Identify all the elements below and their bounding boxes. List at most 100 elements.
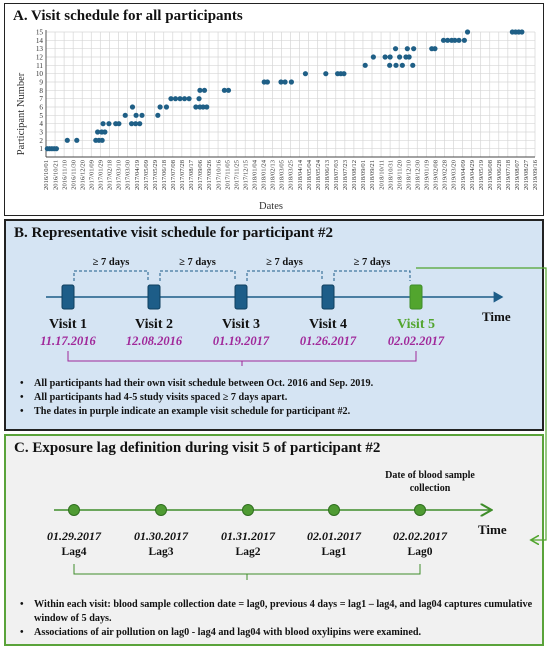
data-point (341, 71, 347, 77)
data-point (102, 129, 108, 135)
data-point (116, 121, 122, 127)
data-point (221, 87, 227, 93)
visit-marker (234, 284, 248, 310)
x-tick-label: 2017/12/15 (242, 159, 249, 190)
data-point (397, 54, 403, 60)
visit-date: 02.02.2017 (388, 334, 445, 348)
x-tick-label: 2017/05/09 (143, 159, 150, 190)
data-point (163, 104, 170, 110)
x-tick-label: 2019/08/07 (514, 159, 521, 190)
panel-c-title: C. Exposure lag definition during visit … (14, 440, 381, 456)
data-point (399, 62, 405, 68)
x-tick-label: 2018/07/03 (333, 159, 340, 190)
data-point (406, 54, 412, 60)
visit-label: Visit 1 (49, 317, 87, 332)
x-tick-label: 2017/11/25 (233, 159, 240, 189)
x-tick-label: 2019/06/28 (496, 159, 503, 190)
x-tick-label: 2019/05/19 (478, 159, 485, 190)
x-tick-label: 2016/11/30 (70, 159, 77, 189)
data-point (106, 121, 112, 127)
visit-label: Visit 3 (222, 317, 260, 332)
x-tick-label: 2018/09/01 (360, 160, 367, 190)
panel-b: B. Representative visit schedule for par… (4, 219, 544, 431)
data-point (155, 112, 161, 118)
lag-date: 01.30.2017 (134, 529, 189, 543)
data-point (99, 137, 105, 143)
y-tick-label: 12 (36, 54, 44, 62)
gap-bracket (333, 270, 411, 281)
x-tick-label: 2018/08/12 (351, 160, 358, 190)
chart-points (44, 29, 525, 152)
x-tick-label: 2018/01/04 (251, 159, 258, 190)
data-point (133, 112, 139, 118)
data-point (64, 137, 70, 143)
x-tick-label: 2017/06/18 (161, 159, 168, 190)
gap-label: ≥ 7 days (354, 257, 391, 268)
note-item: Associations of air pollution on lag0 - … (20, 626, 534, 640)
data-point (410, 62, 416, 68)
x-tick-label: 2018/03/25 (288, 159, 295, 190)
note-item: All participants had their own visit sch… (20, 377, 373, 391)
data-point (264, 79, 271, 85)
data-point (201, 87, 208, 93)
data-point (74, 137, 80, 143)
x-tick-label: 2018/02/13 (270, 159, 277, 190)
panel-b-notes: All participants had their own visit sch… (20, 377, 373, 419)
x-tick-label: 2019/01/19 (424, 159, 431, 190)
lag-label: Lag1 (322, 546, 347, 558)
x-tick-label: 2017/09/26 (206, 159, 213, 190)
data-point (288, 79, 295, 85)
data-point (128, 121, 135, 127)
data-point (196, 96, 202, 102)
x-tick-label: 2017/02/18 (107, 159, 114, 190)
lag-label: Lag3 (149, 546, 174, 558)
x-tick-label: 2018/07/23 (342, 159, 349, 190)
y-tick-label: 4 (39, 120, 43, 128)
x-tick-label: 2018/11/20 (396, 159, 403, 189)
x-tick-label: 2019/03/20 (451, 159, 458, 190)
lag-label: Lag4 (62, 546, 87, 558)
x-tick-label: 2016/12/20 (79, 159, 86, 190)
data-point (302, 71, 309, 77)
gap-label: ≥ 7 days (93, 257, 130, 268)
x-tick-label: 2019/02/28 (442, 159, 449, 190)
x-tick-label: 2018/04/14 (297, 159, 304, 190)
x-tick-label: 2018/05/24 (315, 159, 322, 190)
data-point (193, 104, 199, 110)
panel-a-title: A. Visit schedule for all participants (13, 8, 243, 24)
visit-date: 01.19.2017 (213, 334, 270, 348)
x-tick-label: 2016/11/10 (61, 159, 68, 189)
x-tick-label: 2019/06/08 (487, 159, 494, 190)
data-point (133, 121, 139, 127)
x-tick-label: 2017/01/29 (98, 159, 105, 190)
x-tick-label: 2018/12/10 (405, 159, 412, 190)
x-tick-label: 2017/01/09 (88, 159, 95, 190)
x-tick-label: 2017/08/17 (188, 159, 195, 190)
y-tick-label: 9 (39, 79, 43, 87)
data-point (393, 62, 399, 68)
data-point (464, 29, 471, 35)
x-tick-label: 2018/10/11 (378, 160, 385, 190)
y-tick-label: 15 (36, 29, 44, 37)
data-point (387, 62, 393, 68)
visit-marker (321, 284, 335, 310)
panel-a: A. Visit schedule for all participants 1… (4, 3, 544, 216)
data-point (382, 54, 388, 60)
data-point (432, 46, 438, 52)
x-tick-label: 2019/08/27 (523, 159, 530, 190)
lag-dot (414, 504, 426, 516)
visit-marker (61, 284, 75, 310)
y-tick-label: 2 (39, 137, 43, 145)
x-tick-label: 2017/05/29 (152, 159, 159, 190)
data-point (411, 46, 417, 52)
data-point (461, 37, 467, 43)
x-tick-label: 2017/03/10 (116, 159, 123, 190)
visit-date: 12.08.2016 (126, 334, 183, 348)
data-point (452, 37, 458, 43)
x-tick-label: 2017/11/05 (224, 159, 231, 189)
data-point (440, 37, 447, 43)
data-point (200, 104, 206, 110)
data-point (456, 37, 462, 43)
